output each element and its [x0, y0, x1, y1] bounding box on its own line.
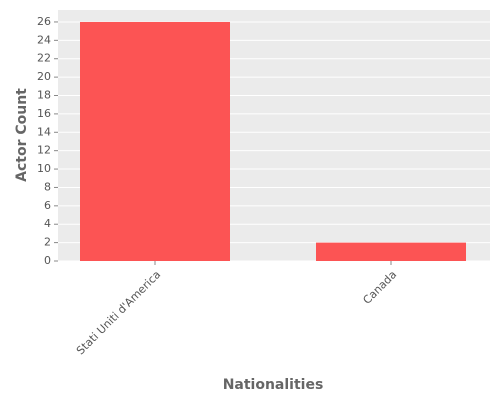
y-tick-label: 26: [37, 15, 51, 28]
x-tick-label: Canada: [360, 268, 399, 307]
y-tick-label: 6: [44, 199, 51, 212]
x-tick-label: Stati Uniti d'America: [74, 268, 163, 357]
y-tick-label: 8: [44, 180, 51, 193]
bar: [80, 21, 230, 262]
y-tick-label: 4: [44, 217, 51, 230]
y-axis-title: Actor Count: [14, 88, 30, 182]
y-tick-label: 14: [37, 125, 51, 138]
y-tick-label: 16: [37, 107, 51, 120]
y-tick-label: 18: [37, 89, 51, 102]
y-tick-label: 10: [37, 162, 51, 175]
bar: [316, 242, 466, 261]
y-tick-label: 0: [44, 254, 51, 267]
y-tick-label: 2: [44, 236, 51, 249]
y-tick-label: 24: [37, 33, 51, 46]
y-tick-label: 20: [37, 70, 51, 83]
y-tick-label: 12: [37, 144, 51, 157]
x-axis-title: Nationalities: [223, 377, 324, 393]
y-tick-label: 22: [37, 52, 51, 65]
